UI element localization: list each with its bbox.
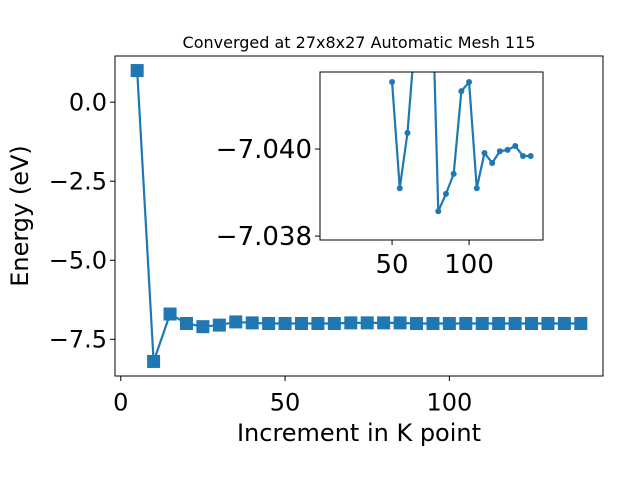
marker xyxy=(147,354,161,368)
marker xyxy=(245,316,259,330)
x-tick-label: 100 xyxy=(426,388,472,416)
marker xyxy=(458,88,465,95)
marker xyxy=(519,153,526,159)
x-tick-label: 50 xyxy=(376,250,409,280)
marker xyxy=(278,317,292,331)
chart-title: Converged at 27x8x27 Automatic Mesh 115 xyxy=(183,33,536,52)
marker xyxy=(481,149,488,156)
marker xyxy=(360,316,374,330)
marker xyxy=(426,317,440,331)
marker xyxy=(404,129,411,136)
marker xyxy=(377,316,391,330)
x-tick-label: 50 xyxy=(270,388,301,416)
x-axis-label: Increment in K point xyxy=(237,419,481,447)
y-tick-label: −7.038 xyxy=(216,222,312,252)
marker xyxy=(512,142,519,149)
marker xyxy=(473,185,480,192)
marker xyxy=(294,317,308,331)
marker xyxy=(393,316,407,330)
y-tick-label: −7.5 xyxy=(49,326,107,354)
plot-content xyxy=(389,72,534,215)
marker xyxy=(527,153,534,159)
y-tick-label: 0.0 xyxy=(69,89,107,117)
y-tick-label: −7.040 xyxy=(216,135,312,165)
y-axis-label: Energy (eV) xyxy=(6,145,34,287)
x-tick-label: 100 xyxy=(444,250,494,280)
marker xyxy=(466,79,473,86)
marker xyxy=(179,317,193,331)
marker xyxy=(574,317,588,331)
marker xyxy=(496,148,503,155)
marker xyxy=(492,317,506,331)
marker xyxy=(389,79,396,86)
marker xyxy=(396,185,403,192)
marker xyxy=(410,317,424,331)
axes-frame xyxy=(114,55,604,377)
x-tick-label: 0 xyxy=(113,388,128,416)
marker xyxy=(327,317,341,331)
marker xyxy=(475,317,489,331)
marker xyxy=(311,317,325,331)
marker xyxy=(459,317,473,331)
marker xyxy=(196,320,210,334)
marker xyxy=(229,315,243,329)
marker xyxy=(130,64,144,78)
marker xyxy=(557,317,571,331)
series-line xyxy=(136,70,581,362)
marker xyxy=(508,317,522,331)
marker xyxy=(525,317,539,331)
plot-area xyxy=(320,72,543,240)
y-tick-label: −5.0 xyxy=(49,247,107,275)
plot-content xyxy=(130,64,588,368)
marker xyxy=(435,208,442,215)
marker xyxy=(344,316,358,330)
marker xyxy=(212,318,226,332)
marker xyxy=(163,307,177,321)
y-tick-label: −2.5 xyxy=(49,168,107,196)
marker xyxy=(442,317,456,331)
marker xyxy=(442,190,449,197)
marker xyxy=(262,317,276,331)
marker xyxy=(541,317,555,331)
marker xyxy=(489,159,496,166)
axes-frame xyxy=(319,71,544,241)
marker xyxy=(450,170,457,177)
marker xyxy=(504,146,511,153)
